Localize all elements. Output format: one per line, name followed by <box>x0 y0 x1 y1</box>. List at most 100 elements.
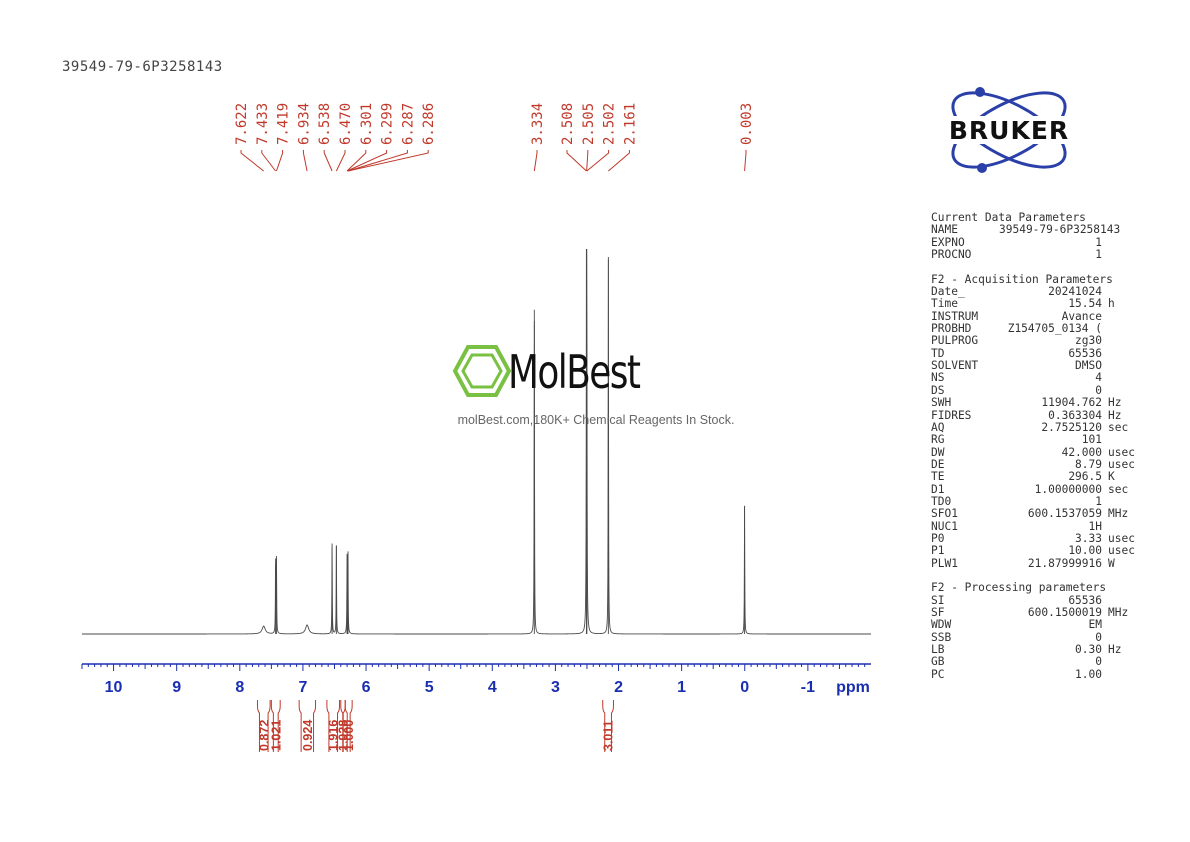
param-key: Date_ <box>931 285 965 299</box>
x-tick-label: 3 <box>551 679 560 696</box>
param-row: NS 4 <box>931 372 1161 385</box>
param-value: 2.7525120 <box>1041 420 1102 434</box>
peak-label: 6.538 <box>317 103 333 145</box>
spectrum-trace-group <box>82 249 871 635</box>
param-unit <box>1102 323 1108 335</box>
param-value: 65536 <box>1068 346 1102 360</box>
param-key: DE <box>931 457 945 471</box>
x-tick-label: 7 <box>298 679 307 696</box>
peak-label: 2.161 <box>622 103 638 145</box>
param-value: 8.79 <box>1075 457 1102 471</box>
peak-label-connector <box>346 150 367 172</box>
param-unit: usec <box>1108 531 1135 545</box>
param-key: SOLVENT <box>931 359 979 373</box>
param-value: 1H <box>1088 519 1102 533</box>
integral-value: 1.000 <box>342 720 356 751</box>
peak-label: 7.419 <box>276 103 292 145</box>
param-key: DS <box>931 383 945 397</box>
param-unit <box>1102 224 1108 236</box>
param-value: 1 <box>1095 494 1102 508</box>
param-key: GB <box>931 655 945 669</box>
param-unit: sec <box>1108 420 1129 434</box>
param-row: SFO1 600.1537059 MHz <box>931 507 1161 520</box>
param-value: 11904.762 <box>1041 396 1102 410</box>
param-value: 101 <box>1081 433 1102 447</box>
param-key: NAME <box>931 223 958 237</box>
param-unit: K <box>1108 470 1115 484</box>
param-unit <box>1102 237 1108 249</box>
param-section-title: F2 - Processing parameters <box>931 581 1107 595</box>
peak-label: 6.286 <box>421 103 437 145</box>
param-row: D1 1.00000000 sec <box>931 483 1161 496</box>
param-key: TD0 <box>931 494 952 508</box>
peak-label: 2.505 <box>581 103 597 145</box>
param-row: NAME 39549-79-6P3258143 <box>931 223 1161 237</box>
param-value: 296.5 <box>1068 470 1102 484</box>
peak-label-connector <box>261 150 276 172</box>
param-key: PLW1 <box>931 556 958 570</box>
param-row: DE 8.79 usec <box>931 457 1161 471</box>
peak-label: 6.299 <box>380 103 396 145</box>
param-value: 39549-79-6P3258143 <box>999 223 1121 237</box>
x-tick-label: 5 <box>425 679 434 696</box>
param-unit: W <box>1108 556 1115 570</box>
peak-label: 7.622 <box>234 103 250 145</box>
param-key: TE <box>931 470 945 484</box>
param-unit <box>1102 335 1108 347</box>
peak-label-connector <box>240 150 264 172</box>
x-tick-label: 1 <box>677 679 686 696</box>
peak-label-connector <box>346 150 388 172</box>
param-row: PROBHD Z154705_0134 ( <box>931 322 1161 336</box>
param-value: 10.00 <box>1068 544 1102 558</box>
param-key: PROBHD <box>931 322 972 336</box>
param-value: zg30 <box>1075 334 1102 348</box>
param-key: EXPNO <box>931 235 965 249</box>
param-value: 0.363304 <box>1048 408 1102 422</box>
x-tick-label: 10 <box>105 679 123 696</box>
integral-bracket <box>270 700 281 752</box>
peak-label: 6.287 <box>400 103 416 145</box>
param-unit <box>1102 311 1108 323</box>
peak-label: 7.433 <box>255 103 271 145</box>
param-unit: h <box>1108 297 1115 311</box>
param-row: NUC1 1H <box>931 519 1161 533</box>
param-key: TD <box>931 346 945 360</box>
peak-label-connector <box>335 150 346 172</box>
param-value: Avance <box>1061 309 1102 323</box>
x-tick-label: 2 <box>614 679 623 696</box>
x-tick-label: 8 <box>235 679 244 696</box>
peak-label-connector <box>586 150 589 172</box>
peak-label-connector <box>347 150 408 172</box>
param-unit: Hz <box>1108 396 1122 410</box>
param-key: Time <box>931 297 958 311</box>
peak-label: 2.508 <box>560 103 576 145</box>
integral-bracket <box>326 700 341 752</box>
peak-label: 6.934 <box>296 103 312 145</box>
peak-label-connector <box>608 150 630 172</box>
peak-label: 6.301 <box>359 103 375 145</box>
param-row: Time 15.54 h <box>931 297 1161 311</box>
param-unit <box>1102 656 1108 668</box>
param-key: NUC1 <box>931 519 958 533</box>
peak-label: 6.470 <box>338 103 354 145</box>
peak-label-connector <box>302 150 308 172</box>
x-tick-label: 6 <box>362 679 371 696</box>
param-row: FIDRES 0.363304 Hz <box>931 408 1161 422</box>
param-key: FIDRES <box>931 408 972 422</box>
param-value: 3.33 <box>1075 531 1102 545</box>
param-value: 1 <box>1095 235 1102 249</box>
param-row: P1 10.00 usec <box>931 544 1161 558</box>
x-tick-label: 4 <box>488 679 497 696</box>
param-value: 0.30 <box>1075 643 1102 657</box>
peak-label-connector <box>533 150 538 172</box>
param-value: 0 <box>1095 383 1102 397</box>
param-row: PC 1.00 <box>931 668 1161 681</box>
molbest-hexagon-icon <box>452 345 512 397</box>
bruker-logo: BRUKER <box>930 87 1088 173</box>
param-row: SSB 0 <box>931 631 1161 644</box>
spectrum-trace <box>82 249 871 635</box>
param-key: RG <box>931 433 945 447</box>
param-row: PLW1 21.87999916 W <box>931 556 1161 570</box>
param-key: P1 <box>931 544 945 558</box>
